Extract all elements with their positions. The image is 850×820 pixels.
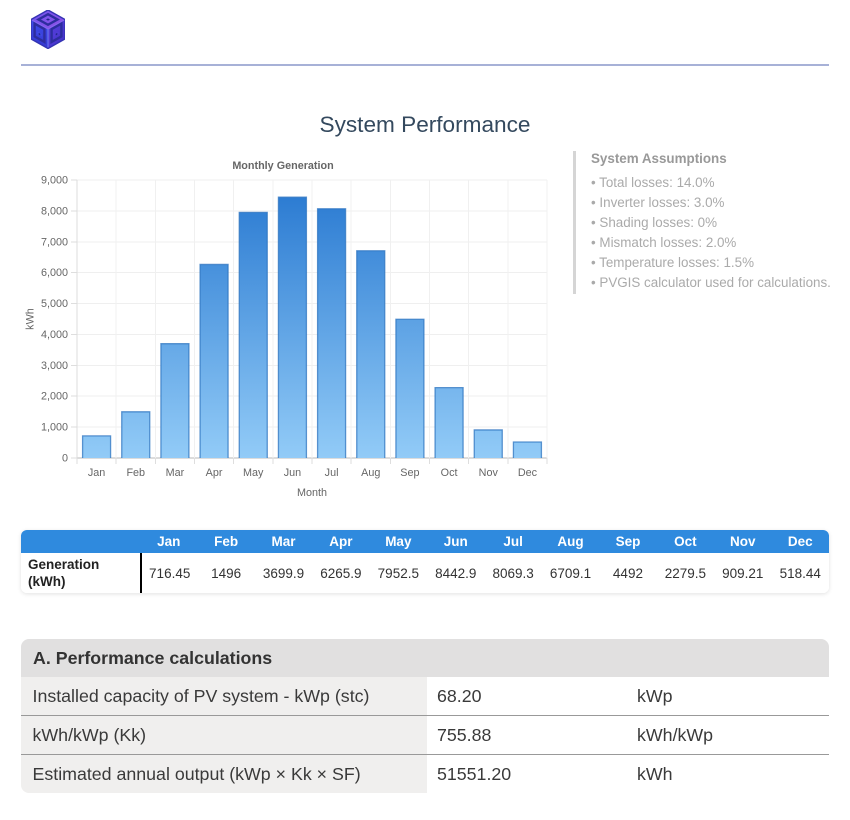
svg-text:Jan: Jan	[88, 467, 105, 479]
svg-text:Monthly Generation: Monthly Generation	[232, 160, 333, 172]
svg-text:May: May	[243, 467, 264, 479]
svg-text:4,000: 4,000	[41, 329, 68, 341]
svg-text:0: 0	[62, 453, 68, 465]
svg-text:Nov: Nov	[479, 467, 499, 479]
svg-text:Jul: Jul	[325, 467, 339, 479]
svg-text:Feb: Feb	[126, 467, 145, 479]
svg-text:1,000: 1,000	[41, 422, 68, 434]
svg-text:3,000: 3,000	[41, 360, 68, 372]
svg-text:6,000: 6,000	[41, 267, 68, 279]
svg-text:Mar: Mar	[166, 467, 185, 479]
svg-text:9,000: 9,000	[41, 175, 68, 187]
svg-text:Month: Month	[297, 487, 327, 499]
svg-text:Apr: Apr	[206, 467, 223, 479]
svg-text:Oct: Oct	[441, 467, 458, 479]
svg-text:7,000: 7,000	[41, 236, 68, 248]
svg-text:5,000: 5,000	[41, 298, 68, 310]
svg-text:Sep: Sep	[400, 467, 419, 479]
svg-text:8,000: 8,000	[41, 205, 68, 217]
svg-text:Jun: Jun	[284, 467, 301, 479]
svg-text:Dec: Dec	[518, 467, 538, 479]
svg-text:Aug: Aug	[361, 467, 380, 479]
svg-text:kWh: kWh	[25, 308, 37, 330]
svg-text:2,000: 2,000	[41, 391, 68, 403]
